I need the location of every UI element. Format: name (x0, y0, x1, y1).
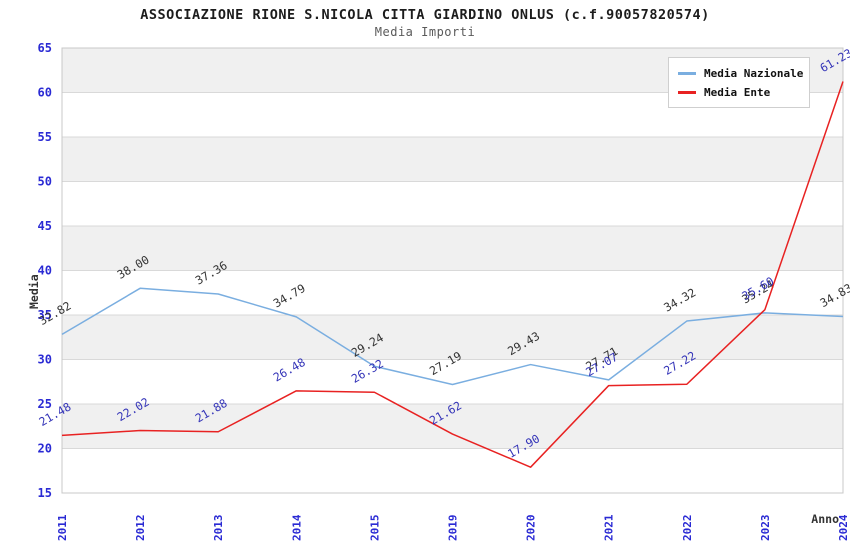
x-tick-label: 2024 (837, 514, 850, 541)
y-tick-label: 50 (38, 175, 52, 189)
y-tick-label: 35 (38, 308, 52, 322)
plot-band (62, 404, 843, 449)
legend-swatch-line-icon (678, 91, 696, 94)
chart-title: ASSOCIAZIONE RIONE S.NICOLA CITTA GIARDI… (140, 7, 710, 23)
plot-band (62, 315, 843, 360)
y-tick-label: 60 (38, 86, 52, 100)
x-axis-title: Anno (811, 512, 839, 526)
x-tick-label: 2021 (603, 514, 616, 541)
y-tick-label: 25 (38, 397, 52, 411)
y-tick-label: 45 (38, 219, 52, 233)
y-tick-label: 40 (38, 264, 52, 278)
y-axis-title: Media (27, 274, 41, 309)
plot-band (62, 137, 843, 182)
x-tick-label: 2011 (56, 514, 69, 541)
legend-item-label: Media Nazionale (704, 67, 804, 80)
legend: Media Nazionale Media Ente (668, 57, 810, 108)
y-tick-label: 20 (38, 442, 52, 456)
legend-swatch-line-icon (678, 72, 696, 75)
legend-item-media-nazionale: Media Nazionale (678, 65, 804, 82)
y-tick-label: 65 (38, 41, 52, 55)
plot-border (61, 47, 844, 494)
series-line-media-ente (61, 81, 844, 468)
x-tick-label: 2012 (134, 515, 147, 542)
x-tick-label: 2022 (681, 515, 694, 542)
plot-band (62, 226, 843, 271)
y-tick-label: 15 (38, 486, 52, 500)
x-tick-label: 2023 (759, 515, 772, 542)
legend-item-label: Media Ente (704, 86, 771, 99)
x-tick-label: 2013 (212, 515, 225, 542)
y-tick-label: 55 (38, 130, 52, 144)
x-tick-label: 2019 (447, 515, 460, 542)
x-tick-label: 2020 (525, 515, 538, 542)
chart-subtitle: Media Importi (374, 25, 476, 39)
x-tick-label: 2015 (368, 515, 381, 542)
legend-item-media-ente: Media Ente (678, 84, 800, 101)
series-line-media-nazionale (61, 287, 844, 386)
x-tick-label: 2014 (290, 514, 303, 541)
y-tick-label: 30 (38, 353, 52, 367)
